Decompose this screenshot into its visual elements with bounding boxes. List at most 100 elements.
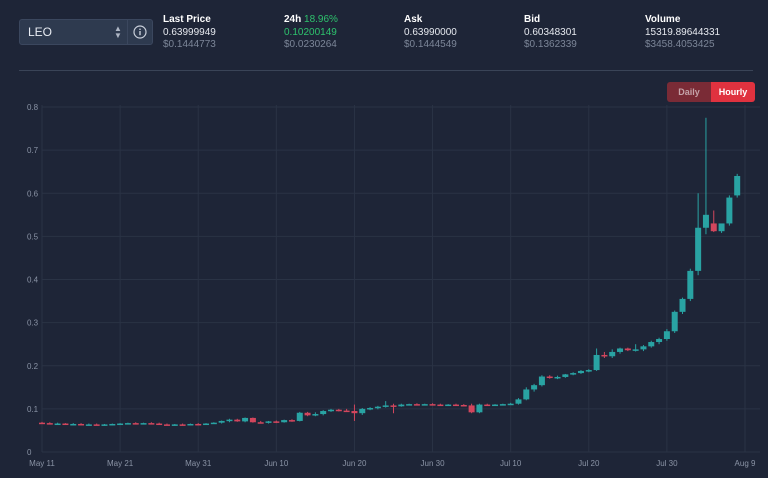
candle-body	[312, 414, 319, 416]
candle-body	[109, 423, 116, 426]
stat-ask-label: Ask	[404, 14, 423, 25]
candle-body	[460, 404, 467, 407]
candle-body	[445, 404, 452, 407]
x-tick-label: Jul 20	[578, 459, 600, 468]
candle-body	[413, 404, 420, 406]
candle-body	[609, 351, 616, 357]
candle-body	[484, 404, 491, 407]
x-tick-label: Aug 9	[735, 459, 756, 468]
y-tick-label: 0.4	[27, 276, 39, 285]
candle-body	[288, 420, 295, 422]
candle-body	[476, 404, 483, 413]
y-tick-label: 0.5	[27, 232, 39, 241]
candle-body	[702, 214, 709, 228]
candle-body	[62, 423, 69, 426]
candle-body	[601, 354, 608, 357]
x-tick-label: Jul 30	[656, 459, 678, 468]
candle-body	[343, 410, 350, 413]
hourly-button[interactable]: Hourly	[711, 82, 755, 102]
candle-body	[132, 423, 139, 425]
candle-body	[359, 408, 366, 414]
chevron-updown-icon: ▲ ▼	[114, 24, 122, 40]
candle-body	[515, 399, 522, 404]
daily-button[interactable]: Daily	[667, 82, 711, 102]
candle-body	[140, 423, 147, 425]
candle-body	[452, 404, 459, 407]
x-tick-label: Jun 10	[264, 459, 289, 468]
candle-body	[226, 419, 233, 422]
candle-body	[624, 348, 631, 351]
candle-body	[406, 404, 413, 406]
pair-select[interactable]: LEO ▲ ▼	[19, 19, 153, 45]
candle-body	[124, 423, 131, 425]
stat-ask-value: 0.63990000	[404, 26, 457, 38]
stat-24h: 24h 18.96% 0.10200149 $0.0230264	[284, 14, 338, 52]
candle-body	[320, 411, 327, 415]
candle-body	[93, 424, 100, 426]
candle-body	[249, 417, 256, 423]
candle-body	[265, 421, 272, 423]
y-tick-label: 0.6	[27, 189, 39, 198]
candle-body	[328, 409, 335, 412]
candle-body	[718, 223, 725, 232]
y-tick-label: 0.8	[27, 103, 39, 112]
x-tick-label: Jun 30	[421, 459, 446, 468]
y-tick-label: 0.1	[27, 405, 39, 414]
candle-body	[398, 404, 405, 407]
stat-volume-label: Volume	[645, 14, 681, 25]
candle-body	[585, 370, 592, 372]
candle-body	[46, 423, 53, 425]
candle-body	[546, 376, 553, 379]
candle-body	[492, 404, 499, 407]
candle-body	[296, 412, 303, 421]
x-tick-label: May 31	[185, 459, 212, 468]
candle-body	[695, 227, 702, 271]
candle-body	[390, 405, 397, 407]
stat-ask: Ask 0.63990000 $0.1444549	[404, 14, 457, 52]
candle-body	[203, 423, 210, 426]
candle-body	[437, 404, 444, 407]
stat-24h-label-row: 24h 18.96%	[284, 14, 338, 27]
candle-body	[78, 423, 85, 426]
candle-body	[593, 354, 600, 371]
candle-body	[179, 424, 186, 426]
candle-body	[531, 385, 538, 390]
candle-body	[54, 423, 61, 426]
candle-body	[281, 420, 288, 423]
info-icon[interactable]	[127, 20, 152, 44]
candle-body	[570, 373, 577, 375]
candle-body	[70, 423, 77, 426]
stat-24h-usd: $0.0230264	[284, 39, 337, 50]
candle-body	[171, 424, 178, 426]
candle-body	[210, 422, 217, 425]
x-tick-label: May 11	[29, 459, 55, 468]
candle-body	[218, 420, 225, 423]
candle-body	[234, 419, 241, 422]
candle-body	[101, 424, 108, 426]
candle-body	[671, 311, 678, 332]
candle-body	[648, 342, 655, 347]
y-tick-label: 0.3	[27, 319, 39, 328]
candle-body	[148, 423, 155, 425]
candle-body	[429, 404, 436, 406]
stat-last-price-value: 0.63999949	[163, 26, 216, 38]
candle-body	[374, 406, 381, 409]
candle-body	[734, 176, 741, 196]
stat-bid-value: 0.60348301	[524, 26, 577, 38]
candle-body	[163, 424, 170, 426]
stat-24h-percent: 18.96%	[304, 14, 338, 25]
x-tick-label: Jun 20	[342, 459, 367, 468]
candle-body	[640, 346, 647, 350]
candle-body	[382, 405, 389, 407]
stat-bid-usd: $0.1362339	[524, 39, 577, 50]
candle-body	[273, 421, 280, 423]
candle-body	[242, 417, 249, 422]
header-divider	[19, 70, 753, 71]
y-tick-label: 0.7	[27, 146, 39, 155]
candle-body	[421, 404, 428, 406]
x-tick-label: Jul 10	[500, 459, 522, 468]
candle-body	[187, 423, 194, 426]
stat-bid: Bid 0.60348301 $0.1362339	[524, 14, 577, 52]
candle-body	[195, 423, 202, 426]
